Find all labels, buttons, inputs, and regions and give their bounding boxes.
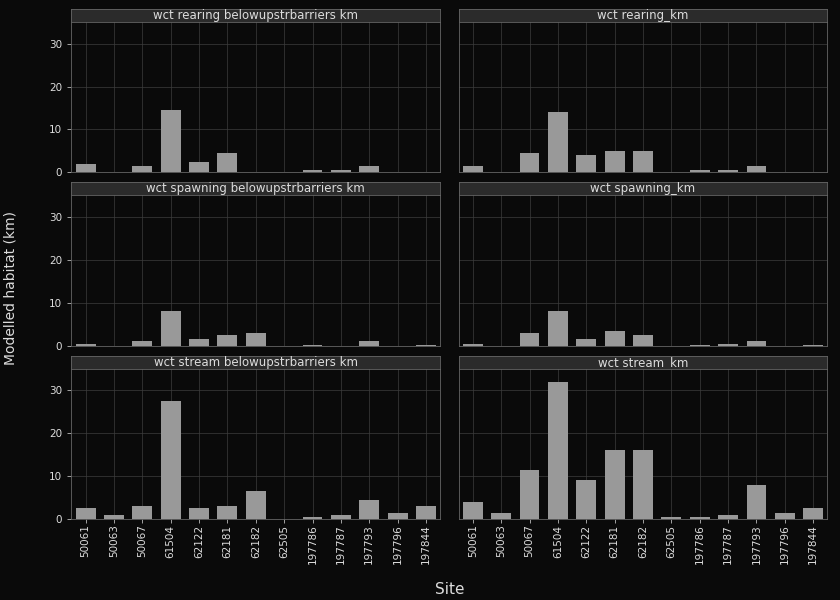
Bar [331, 515, 351, 519]
Bar [246, 333, 265, 346]
Bar [520, 470, 539, 519]
Text: wct rearing_km: wct rearing_km [597, 9, 689, 22]
Bar [605, 331, 625, 346]
Bar [747, 166, 766, 172]
Text: wct rearing belowupstrbarriers km: wct rearing belowupstrbarriers km [153, 9, 359, 22]
Bar [548, 382, 568, 519]
Bar [747, 341, 766, 346]
Bar [302, 345, 323, 346]
Bar [360, 166, 379, 172]
Bar [189, 339, 209, 346]
Bar [218, 506, 238, 519]
Text: Site: Site [434, 582, 465, 597]
Bar [718, 344, 738, 346]
Bar [548, 311, 568, 346]
Bar [463, 344, 483, 346]
Bar [189, 508, 209, 519]
Bar [302, 517, 323, 519]
Bar [576, 481, 596, 519]
Bar [633, 335, 653, 346]
Bar [747, 485, 766, 519]
Bar [360, 341, 379, 346]
Bar [104, 515, 123, 519]
Bar [331, 170, 351, 172]
Bar [218, 335, 238, 346]
Bar [76, 164, 96, 172]
Bar [690, 170, 710, 172]
Bar [491, 512, 511, 519]
Bar [775, 512, 795, 519]
Bar [718, 515, 738, 519]
Bar [133, 341, 152, 346]
Bar [133, 506, 152, 519]
Bar [633, 151, 653, 172]
Bar [576, 339, 596, 346]
Bar [605, 450, 625, 519]
Text: wct spawning_km: wct spawning_km [591, 182, 696, 196]
Text: wct spawning belowupstrbarriers km: wct spawning belowupstrbarriers km [146, 182, 365, 196]
Bar [160, 110, 181, 172]
Bar [189, 162, 209, 172]
Bar [690, 517, 710, 519]
Bar [605, 151, 625, 172]
Bar [633, 450, 653, 519]
Bar [133, 166, 152, 172]
Bar [690, 345, 710, 346]
Bar [388, 512, 407, 519]
Bar [76, 508, 96, 519]
Bar [718, 170, 738, 172]
Text: Modelled habitat (km): Modelled habitat (km) [3, 211, 17, 365]
Bar [463, 502, 483, 519]
Bar [520, 333, 539, 346]
Bar [360, 500, 379, 519]
Bar [520, 153, 539, 172]
Text: wct stream_km: wct stream_km [598, 356, 688, 368]
Bar [661, 517, 681, 519]
Bar [416, 506, 436, 519]
Bar [160, 311, 181, 346]
Bar [576, 155, 596, 172]
Bar [160, 401, 181, 519]
Bar [218, 153, 238, 172]
Text: wct stream belowupstrbarriers km: wct stream belowupstrbarriers km [154, 356, 358, 368]
Bar [302, 170, 323, 172]
Bar [76, 344, 96, 346]
Bar [463, 166, 483, 172]
Bar [548, 112, 568, 172]
Bar [246, 491, 265, 519]
Bar [803, 508, 823, 519]
